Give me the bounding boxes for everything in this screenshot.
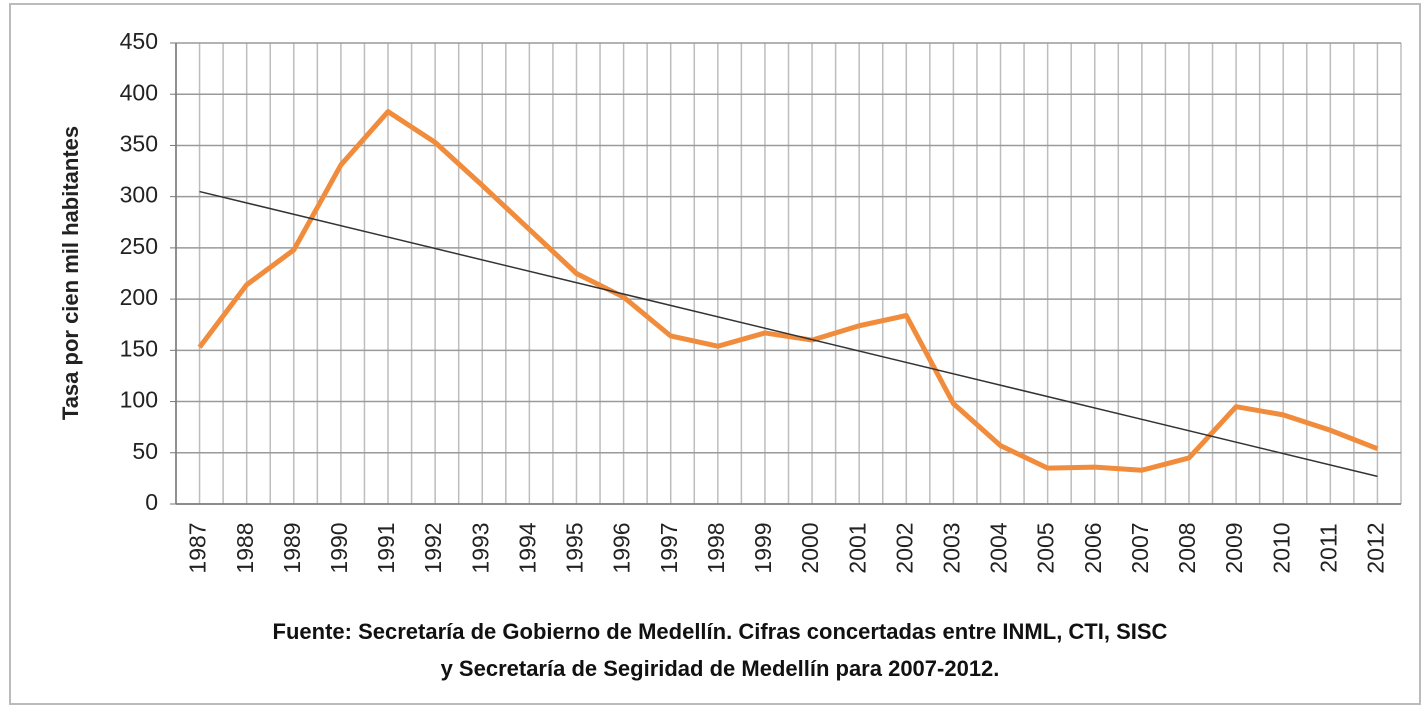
trend-line xyxy=(199,190,1378,478)
y-tick-label: 100 xyxy=(120,387,158,413)
x-tick-label: 2005 xyxy=(1033,522,1059,573)
x-tick-label: 1991 xyxy=(373,522,399,573)
x-tick-label: 1990 xyxy=(326,522,352,573)
x-tick-label: 2003 xyxy=(938,522,964,573)
x-tick-label: 2000 xyxy=(797,522,823,573)
y-tick-label: 200 xyxy=(120,284,158,310)
frame xyxy=(9,3,1421,705)
x-tick-label: 2008 xyxy=(1174,522,1200,573)
y-tick-label: 400 xyxy=(120,79,158,105)
y-tick-label: 50 xyxy=(132,438,158,464)
caption: Fuente: Secretaría de Gobierno de Medell… xyxy=(273,619,1168,644)
x-tick-label: 2004 xyxy=(986,522,1012,573)
y-tick-label: 150 xyxy=(120,335,158,361)
y-tick-label: 350 xyxy=(120,131,158,157)
x-tick-label: 2009 xyxy=(1221,522,1247,573)
y-tick-label: 0 xyxy=(145,489,158,515)
x-tick-label: 1993 xyxy=(467,522,493,573)
x-tick-label: 2007 xyxy=(1127,522,1153,573)
y-tick-label: 300 xyxy=(120,182,158,208)
y-tick-label: 250 xyxy=(120,233,158,259)
x-tick-label: 2012 xyxy=(1363,522,1389,573)
x-tick-label: 1989 xyxy=(279,522,305,573)
x-tick-label: 1995 xyxy=(562,522,588,573)
y-axis-label: Tasa por cien mil habitantes xyxy=(58,126,83,420)
x-tick-label: 1997 xyxy=(656,522,682,573)
y-tick-label: 450 xyxy=(120,28,158,54)
x-tick-label: 1987 xyxy=(185,522,211,573)
caption: y Secretaría de Segiridad de Medellín pa… xyxy=(441,656,1000,681)
x-tick-label: 1996 xyxy=(609,522,635,573)
x-tick-label: 2006 xyxy=(1080,522,1106,573)
x-tick-label: 2002 xyxy=(891,522,917,573)
x-tick-label: 2010 xyxy=(1268,522,1294,573)
x-tick-label: 1998 xyxy=(703,522,729,573)
x-tick-label: 2011 xyxy=(1315,523,1341,572)
x-tick-label: 1994 xyxy=(514,522,540,573)
x-tick-label: 2001 xyxy=(844,522,870,573)
x-tick-label: 1999 xyxy=(750,522,776,573)
x-tick-label: 1992 xyxy=(420,522,446,573)
x-tick-label: 1988 xyxy=(232,522,258,573)
data-line xyxy=(197,109,1379,473)
